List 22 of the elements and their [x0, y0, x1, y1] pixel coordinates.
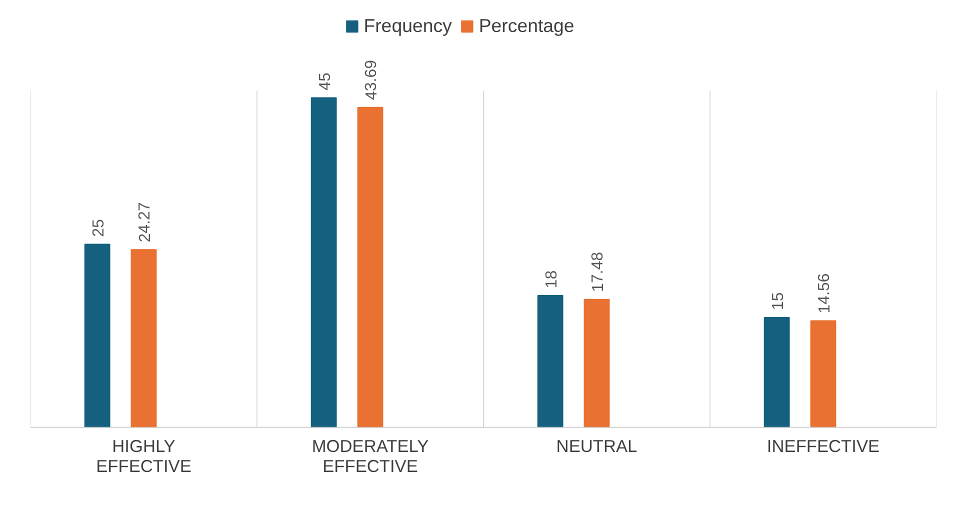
x-tick-label: MODERATELY EFFECTIVE [312, 436, 430, 476]
bar [357, 106, 384, 428]
bar [84, 244, 110, 428]
bar [584, 298, 610, 428]
data-label: 24.27 [136, 202, 154, 242]
x-tick-label: INEFFECTIVE [766, 436, 880, 456]
legend-label: Frequency [364, 15, 452, 37]
data-label: 15 [770, 292, 787, 310]
legend-label: Percentage [478, 15, 574, 37]
data-label: 43.69 [363, 60, 380, 100]
data-label: 25 [90, 219, 108, 237]
data-label: 14.56 [816, 273, 834, 314]
data-label: 18 [543, 270, 560, 288]
bar [810, 320, 836, 428]
bar [130, 249, 157, 428]
data-label: 45 [316, 72, 334, 90]
x-tick-label: HIGHLY EFFECTIVE [96, 436, 192, 476]
bar [537, 295, 564, 428]
bar [764, 316, 790, 428]
bar [310, 97, 337, 428]
x-tick-label: NEUTRAL [556, 436, 638, 456]
data-label: 17.48 [590, 252, 607, 292]
